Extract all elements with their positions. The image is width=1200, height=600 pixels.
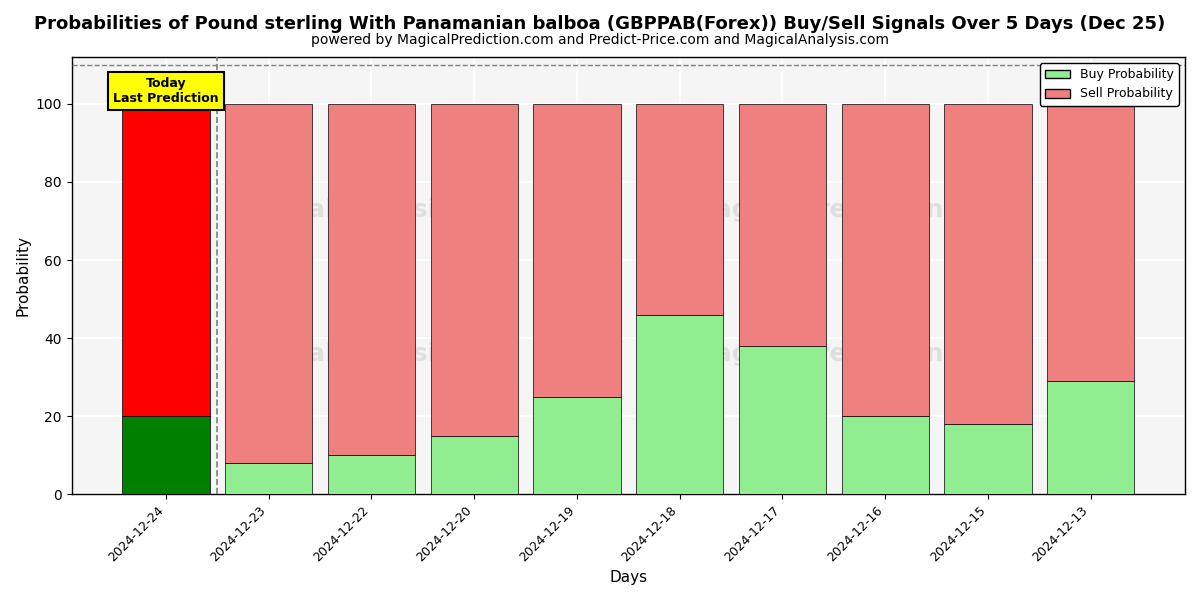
Bar	[328, 104, 415, 455]
Bar	[533, 397, 620, 494]
Bar	[122, 104, 210, 416]
Bar	[636, 104, 724, 315]
X-axis label: Days: Days	[610, 570, 647, 585]
Bar	[841, 104, 929, 416]
Bar	[1048, 104, 1134, 381]
Legend: Buy Probability, Sell Probability: Buy Probability, Sell Probability	[1040, 63, 1178, 106]
Text: MagicalAnalysis.com: MagicalAnalysis.com	[226, 343, 520, 367]
Text: MagicalPrediction.com: MagicalPrediction.com	[690, 343, 1012, 367]
Bar	[944, 104, 1032, 424]
Bar	[739, 346, 826, 494]
Bar	[739, 104, 826, 346]
Text: Today
Last Prediction: Today Last Prediction	[113, 77, 218, 104]
Text: Probabilities of Pound sterling With Panamanian balboa (GBPPAB(Forex)) Buy/Sell : Probabilities of Pound sterling With Pan…	[35, 15, 1165, 33]
Text: MagicalPrediction.com: MagicalPrediction.com	[690, 198, 1012, 222]
Bar	[841, 416, 929, 494]
Bar	[328, 455, 415, 494]
Bar	[431, 104, 518, 436]
Bar	[226, 104, 312, 463]
Text: powered by MagicalPrediction.com and Predict-Price.com and MagicalAnalysis.com: powered by MagicalPrediction.com and Pre…	[311, 33, 889, 47]
Bar	[533, 104, 620, 397]
Y-axis label: Probability: Probability	[16, 235, 30, 316]
Bar	[431, 436, 518, 494]
Bar	[1048, 381, 1134, 494]
Bar	[944, 424, 1032, 494]
Text: MagicalAnalysis.com: MagicalAnalysis.com	[226, 198, 520, 222]
Bar	[226, 463, 312, 494]
Bar	[122, 416, 210, 494]
Bar	[636, 315, 724, 494]
